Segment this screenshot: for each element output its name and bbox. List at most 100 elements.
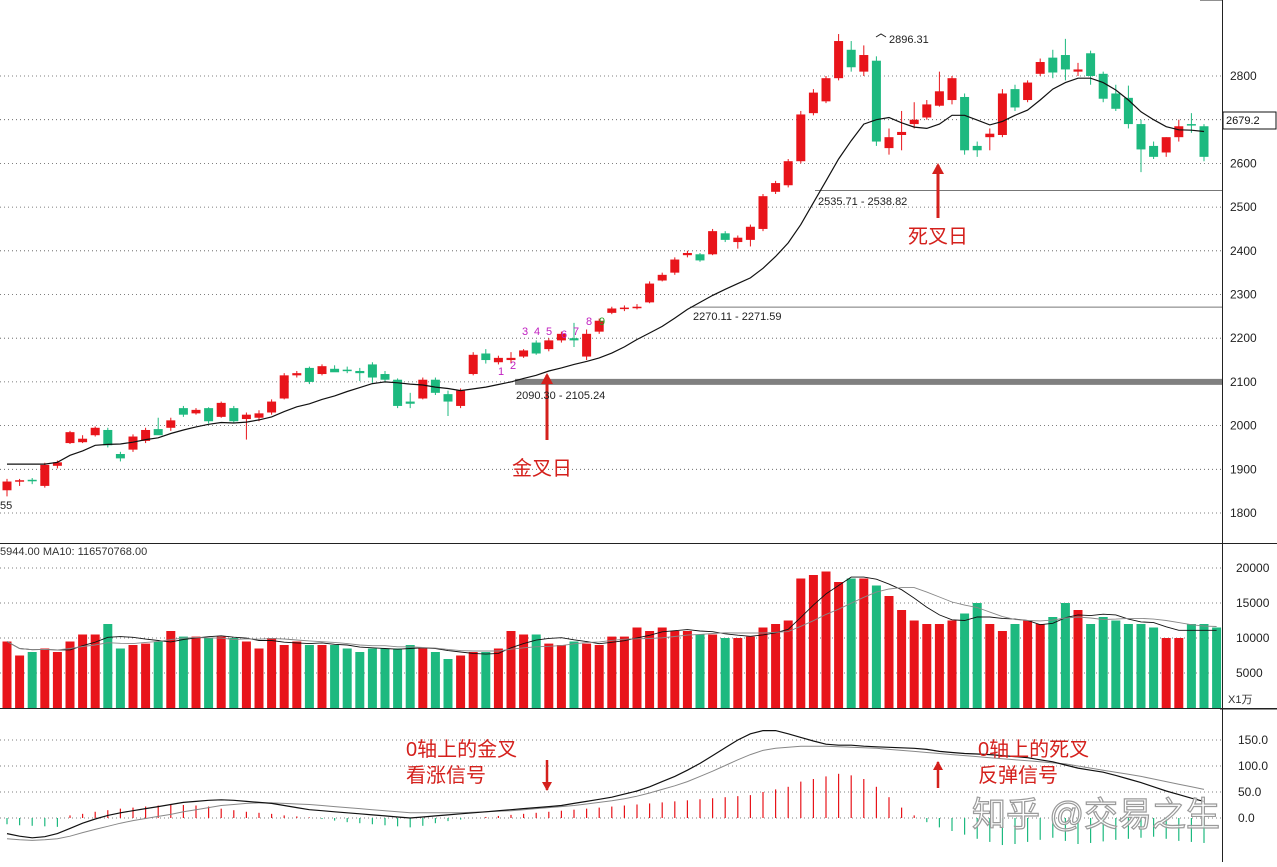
annotation-layer: 5944.00 MA10: 116570768.00 X1万 2679.2 55… <box>0 34 1260 835</box>
price-tick-label: 1900 <box>1230 462 1257 476</box>
volume-bar <box>619 636 629 708</box>
low-range-label: 2090.30 - 2105.24 <box>516 390 605 402</box>
volume-bar <box>960 613 970 708</box>
peak-label: 2896.31 <box>889 34 929 46</box>
volume-bar <box>1060 603 1070 708</box>
candle-body <box>846 49 856 68</box>
volume-bar <box>191 636 201 708</box>
volume-bar <box>1149 627 1159 708</box>
candle-body <box>733 237 743 243</box>
candle-body <box>254 413 264 418</box>
price-tick-label: 2400 <box>1230 244 1257 258</box>
volume-bar <box>556 645 566 708</box>
candle-body <box>645 283 655 303</box>
candle-body <box>229 408 239 422</box>
volume-bar <box>430 652 440 708</box>
candle-body <box>657 274 667 281</box>
volume-bar <box>493 648 503 708</box>
volume-bar <box>1161 638 1171 708</box>
count-label: 3 <box>522 326 528 338</box>
count-label: 8 <box>586 316 592 328</box>
candle-body <box>405 401 415 404</box>
volume-bar <box>204 638 214 708</box>
candle-body <box>418 379 428 399</box>
count-label: 7 <box>573 326 579 338</box>
candle-body <box>796 114 806 162</box>
candle-body <box>1060 55 1070 70</box>
volume-bar <box>783 620 793 708</box>
volume-bar <box>897 610 907 708</box>
volume-bar <box>292 641 302 708</box>
volume-bar <box>808 575 818 708</box>
candle-body <box>1035 62 1045 74</box>
volume-ma-line <box>6 587 1217 652</box>
candle-body <box>1199 126 1209 157</box>
volume-unit-label: X1万 <box>1228 694 1252 706</box>
price-tick-label: 2800 <box>1230 69 1257 83</box>
candle-body <box>682 252 692 256</box>
candle-body <box>594 320 604 332</box>
count-label: 2 <box>510 360 516 372</box>
volume-bar <box>1035 624 1045 708</box>
volume-bar <box>1073 610 1083 708</box>
candle-body <box>330 368 340 373</box>
volume-bar <box>884 596 894 708</box>
candle-body <box>745 226 755 240</box>
volume-bar <box>1010 624 1020 708</box>
candle-body <box>355 370 365 374</box>
volume-bar <box>443 659 453 708</box>
candle-body <box>1123 97 1133 125</box>
candle-body <box>65 432 75 444</box>
candle-body <box>216 402 226 417</box>
volume-bar <box>745 636 755 708</box>
volume-pane <box>0 567 1222 708</box>
volume-bar <box>15 655 25 708</box>
macd-golden-arrow-head <box>542 782 552 791</box>
candle-body <box>544 340 554 350</box>
candle-body <box>204 408 214 422</box>
candle-body <box>947 78 957 101</box>
volume-bar <box>997 631 1007 708</box>
candle-body <box>985 133 995 138</box>
candle-body <box>897 131 907 135</box>
volume-bar <box>241 641 251 708</box>
volume-bar <box>934 624 944 708</box>
volume-bar <box>922 624 932 708</box>
candle-body <box>430 379 440 393</box>
candle-body <box>241 414 251 420</box>
candle-body <box>758 196 768 229</box>
volume-ma-line <box>6 576 1217 655</box>
volume-bar <box>506 631 516 708</box>
macd-death-arrow-head <box>933 761 943 770</box>
count-label: 9 <box>599 316 605 328</box>
price-tick-label: 2100 <box>1230 375 1257 389</box>
volume-bar <box>317 645 327 708</box>
volume-bar <box>1086 624 1096 708</box>
volume-bar <box>1123 624 1133 708</box>
macd-dif-line <box>6 730 1205 839</box>
candle-body <box>153 429 163 436</box>
candle-body <box>556 333 566 341</box>
macd-dea-line <box>6 745 1205 841</box>
volume-bar <box>720 638 730 708</box>
volume-bar <box>115 648 125 708</box>
count-label: 5 <box>546 326 552 338</box>
volume-bar <box>267 638 277 708</box>
price-tick-label: 2300 <box>1230 288 1257 302</box>
volume-bar <box>834 582 844 708</box>
candle-body <box>178 408 188 415</box>
candle-body <box>90 427 100 436</box>
candle-body <box>342 369 352 372</box>
candle-body <box>15 480 25 482</box>
volume-bar <box>367 648 377 708</box>
count-label: 4 <box>534 326 540 338</box>
volume-bar <box>393 648 403 708</box>
volume-bar <box>682 631 692 708</box>
death-cross-label: 死叉日 <box>908 226 968 248</box>
volume-tick-label: 20000 <box>1236 561 1270 575</box>
volume-bar <box>758 627 768 708</box>
volume-bar <box>342 648 352 708</box>
candle-body <box>531 342 541 354</box>
